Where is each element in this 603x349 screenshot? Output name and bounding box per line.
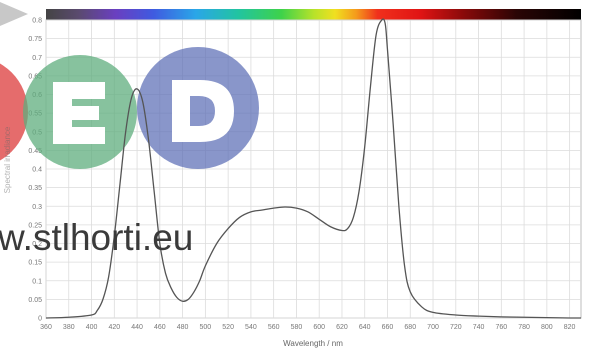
y-tick-label: 0.4 <box>32 167 42 174</box>
y-tick-label: 0.3 <box>32 204 42 211</box>
y-tick-label: 0.05 <box>28 297 42 304</box>
x-tick-label: 620 <box>336 324 348 331</box>
x-tick-label: 360 <box>40 324 52 331</box>
y-tick-label: 0.75 <box>28 36 42 43</box>
x-tick-labels: 360 380 400 420 440 460 480 500 520 540 560 580 600 6… <box>40 324 575 331</box>
x-tick-label: 540 <box>245 324 257 331</box>
watermark-url: w.stlhorti.eu <box>0 217 193 258</box>
y-tick-label: 0 <box>38 316 42 323</box>
x-tick-label: 640 <box>359 324 371 331</box>
x-tick-label: 480 <box>177 324 189 331</box>
y-tick-label: 0.2 <box>32 241 42 248</box>
y-tick-label: 0.35 <box>28 185 42 192</box>
x-tick-label: 460 <box>154 324 166 331</box>
red-circle <box>0 63 28 161</box>
x-tick-label: 800 <box>541 324 553 331</box>
x-tick-label: 420 <box>108 324 120 331</box>
x-tick-label: 720 <box>450 324 462 331</box>
x-tick-label: 500 <box>200 324 212 331</box>
y-tick-labels: 00.050.10.150.20.250.30.350.40.450.50.55… <box>28 18 42 323</box>
y-tick-label: 0.8 <box>32 18 42 25</box>
x-tick-label: 760 <box>495 324 507 331</box>
x-tick-label: 440 <box>131 324 143 331</box>
x-tick-label: 600 <box>313 324 325 331</box>
spectrum-bar <box>46 9 581 20</box>
corner-marker <box>0 2 28 26</box>
y-tick-label: 0.25 <box>28 222 42 229</box>
x-tick-label: 560 <box>268 324 280 331</box>
y-tick-label: 0.15 <box>28 260 42 267</box>
x-tick-label: 400 <box>86 324 98 331</box>
x-tick-label: 520 <box>222 324 234 331</box>
y-tick-label: 0.45 <box>28 148 42 155</box>
x-axis-title: Wavelength / nm <box>283 339 343 348</box>
letter-e <box>53 82 105 144</box>
watermark-logo <box>0 47 259 169</box>
x-tick-label: 680 <box>404 324 416 331</box>
grid-lines <box>45 19 581 319</box>
x-tick-label: 740 <box>473 324 485 331</box>
y-tick-label: 0.7 <box>32 55 42 62</box>
x-tick-label: 700 <box>427 324 439 331</box>
x-tick-label: 780 <box>518 324 530 331</box>
letter-d <box>172 80 234 142</box>
y-tick-label: 0.1 <box>32 278 42 285</box>
y-axis-title: Spectral irradiance <box>3 126 12 193</box>
series-line <box>45 18 582 319</box>
blue-circle <box>137 47 259 169</box>
x-tick-label: 380 <box>63 324 75 331</box>
x-tick-label: 580 <box>291 324 303 331</box>
x-tick-label: 820 <box>564 324 576 331</box>
x-tick-label: 660 <box>382 324 394 331</box>
